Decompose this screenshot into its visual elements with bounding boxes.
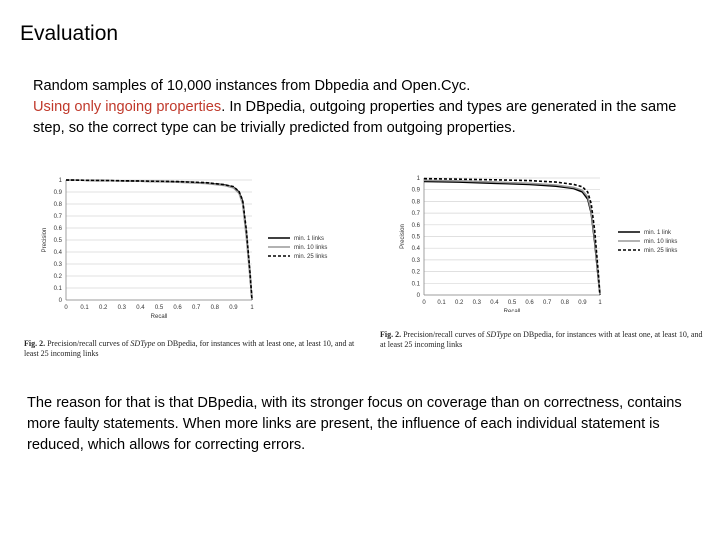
caption-em-left: SDType: [130, 339, 156, 348]
y-axis-label: Precision: [42, 228, 48, 253]
intro-line-2: Using only ingoing properties. In DBpedi…: [33, 97, 703, 139]
y-tick-label: 0.4: [54, 250, 63, 256]
intro-rest: . In DBpedia, outgoing properties and ty…: [33, 99, 677, 136]
x-tick-label: 0.4: [136, 305, 145, 311]
x-tick-label: 0.2: [99, 305, 108, 311]
y-tick-label: 0.2: [412, 270, 421, 276]
x-tick-label: 0.3: [473, 300, 482, 306]
y-tick-label: 0.5: [54, 238, 63, 244]
x-axis-label: Recall: [151, 314, 168, 320]
legend-label: min. 1 link: [644, 230, 672, 236]
figure-caption-right: Fig. 2. Precision/recall curves of SDTyp…: [380, 330, 708, 350]
x-tick-label: 0: [64, 305, 68, 311]
y-tick-label: 0.8: [412, 199, 421, 205]
y-tick-label: 0: [59, 298, 63, 304]
slide-title: Evaluation: [20, 22, 119, 45]
x-tick-label: 0: [422, 300, 426, 306]
y-tick-label: 0.6: [412, 223, 421, 229]
caption-post-right: on DBpedia, for instances with at least …: [380, 330, 703, 349]
y-tick-label: 1: [59, 178, 63, 184]
caption-pre-right: Precision/recall curves of: [401, 330, 487, 339]
y-tick-label: 0.3: [412, 258, 421, 264]
y-tick-label: 0.2: [54, 274, 63, 280]
intro-line-1: Random samples of 10,000 instances from …: [33, 78, 471, 94]
series-line: [65, 179, 253, 301]
x-tick-label: 0.7: [192, 305, 201, 311]
y-tick-label: 0.7: [412, 211, 421, 217]
x-tick-label: 0.1: [437, 300, 446, 306]
y-tick-label: 0: [417, 293, 421, 299]
pr-chart-left: 0 0.1 0.2 0.3 0.4 0.5 0.6 0.7 0.8 0.9 1 0 0.1 0.2 0.3 0…: [42, 178, 327, 320]
legend-label: min. 1 links: [294, 236, 324, 242]
y-tick-label: 0.9: [412, 188, 421, 194]
legend-label: min. 10 links: [294, 245, 327, 251]
y-tick-label: 0.7: [54, 214, 63, 220]
series-line: [65, 179, 253, 301]
x-tick-label: 0.9: [578, 300, 587, 306]
series-line: [423, 177, 601, 296]
ingoing-properties-highlight: Using only ingoing properties: [33, 99, 222, 115]
series-line: [423, 180, 601, 296]
y-tick-label: 0.9: [54, 190, 63, 196]
x-tick-label: 0.6: [525, 300, 534, 306]
legend-label: min. 25 links: [644, 248, 677, 254]
y-tick-label: 0.1: [412, 281, 421, 287]
conclusion-text: The reason for that is that DBpedia, wit…: [27, 395, 682, 453]
y-tick-label: 0.6: [54, 226, 63, 232]
x-tick-label: 0.2: [455, 300, 464, 306]
x-tick-label: 0.3: [118, 305, 127, 311]
caption-em-right: SDType: [486, 330, 512, 339]
x-tick-label: 0.1: [80, 305, 89, 311]
x-tick-label: 1: [250, 305, 254, 311]
x-axis-label: Recall: [504, 309, 521, 312]
x-tick-label: 0.5: [155, 305, 164, 311]
y-tick-label: 0.5: [412, 235, 421, 241]
y-tick-label: 0.3: [54, 262, 63, 268]
y-tick-label: 1: [417, 176, 421, 182]
caption-label-right: Fig. 2.: [380, 330, 402, 339]
x-tick-label: 0.8: [211, 305, 220, 311]
legend-label: min. 10 links: [644, 239, 677, 245]
x-tick-label: 0.9: [229, 305, 238, 311]
y-tick-label: 0.4: [412, 246, 421, 252]
figure-caption-left: Fig. 2. Precision/recall curves of SDTyp…: [24, 339, 364, 359]
y-axis-label: Precision: [400, 224, 406, 249]
caption-pre-left: Precision/recall curves of: [45, 339, 131, 348]
x-tick-label: 1: [598, 300, 602, 306]
x-tick-label: 0.5: [508, 300, 517, 306]
x-tick-label: 0.7: [543, 300, 552, 306]
legend-label: min. 25 links: [294, 254, 327, 260]
x-tick-label: 0.6: [173, 305, 182, 311]
x-tick-label: 0.4: [490, 300, 499, 306]
y-tick-label: 0.1: [54, 286, 63, 292]
pr-chart-right: 0 0.1 0.2 0.3 0.4 0.5 0.6 0.7 0.8 0.9 1 0 0.1 0.2 0.3 0…: [400, 176, 677, 312]
y-tick-label: 0.8: [54, 202, 63, 208]
caption-label-left: Fig. 2.: [24, 339, 46, 348]
x-tick-label: 0.8: [561, 300, 570, 306]
series-line: [423, 179, 601, 296]
caption-post-left: on DBpedia, for instances with at least …: [24, 339, 355, 358]
intro-text: Random samples of 10,000 instances from …: [33, 76, 703, 139]
